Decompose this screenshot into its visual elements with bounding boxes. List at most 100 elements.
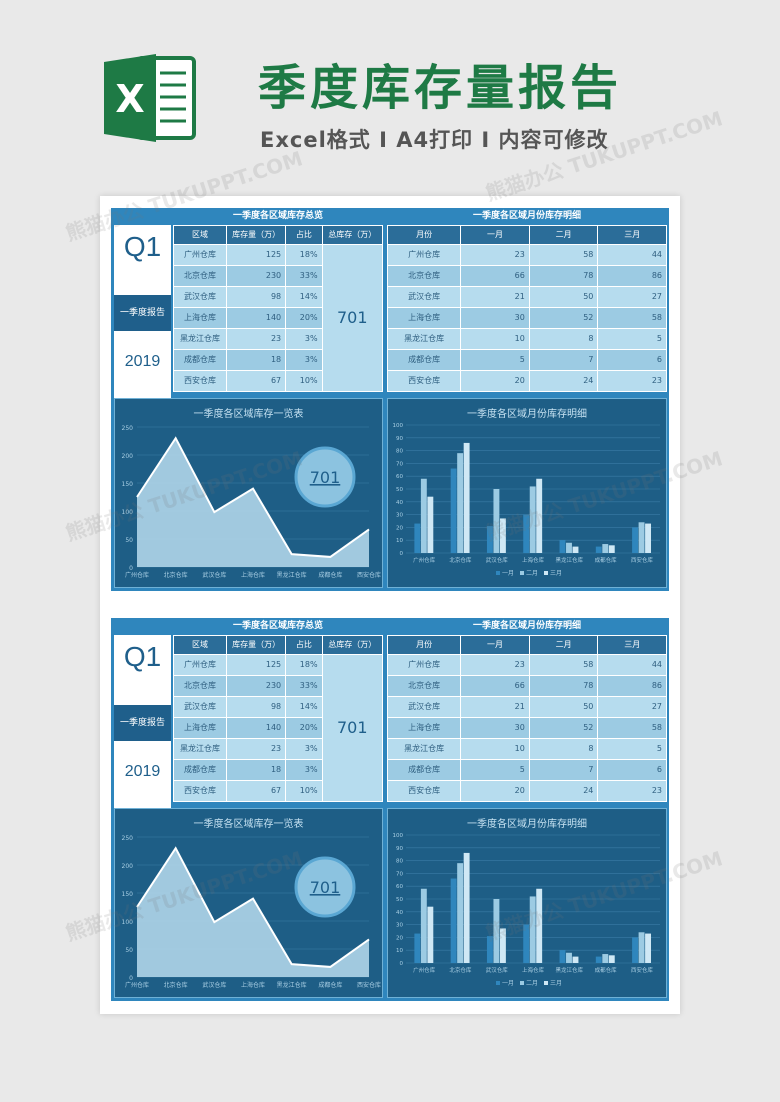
total-callout-value: 701 [310, 878, 341, 897]
region-cell: 北京仓库 [386, 265, 462, 287]
month-cell: 30 [460, 307, 530, 329]
y-tick-label: 20 [396, 525, 403, 531]
bar [457, 453, 464, 553]
y-tick-label: 50 [125, 537, 133, 544]
table-row: 广州仓库 125 18% 701 [172, 244, 384, 392]
month-cell: 58 [597, 307, 667, 329]
region-cell: 西安仓库 [172, 370, 228, 392]
column-header: 三月 [597, 635, 667, 655]
area-chart-svg: 0 50 100 150 200 250 广州仓库 北京仓库 武汉仓库 上海仓库 黑龙江仓库 成都仓库… [122, 835, 381, 989]
bar [523, 514, 530, 553]
stock-cell: 18 [226, 759, 287, 781]
y-tick-label: 0 [129, 565, 133, 572]
column-header: 三月 [597, 225, 667, 245]
table-row: 武汉仓库 21 50 27 [386, 286, 667, 308]
y-tick-label: 100 [393, 423, 404, 429]
table-row: 上海仓库 140 20% [172, 717, 383, 739]
stock-cell: 23 [226, 328, 287, 350]
month-cell: 6 [597, 349, 667, 371]
region-cell: 北京仓库 [386, 675, 462, 697]
page-title: 季度库存量报告 [258, 60, 623, 116]
x-tick-label: 黑龙江仓库 [556, 966, 584, 974]
quarter-box: Q1 一季度报告 2019 [114, 635, 171, 811]
bar [450, 468, 457, 553]
table-row: 武汉仓库 21 50 27 [386, 696, 667, 718]
region-cell: 武汉仓库 [172, 696, 228, 718]
table-row: 成都仓库 5 7 6 [386, 349, 667, 371]
bar [457, 863, 464, 963]
quarter-band: 一季度报告 [114, 705, 171, 741]
month-cell: 44 [597, 244, 667, 266]
bar [499, 928, 506, 963]
y-tick-label: 10 [396, 948, 403, 954]
bar [420, 478, 427, 553]
region-cell: 西安仓库 [386, 780, 462, 802]
bar [572, 546, 579, 553]
total-callout-value: 701 [310, 468, 341, 487]
report-sheet: Q1 一季度报告 2019 一季度各区域库存总览 一季度各区域月份库存明细 区域 库存量（万… [100, 196, 680, 1014]
legend-label: 二月 [526, 570, 538, 577]
bar-chart: 一季度各区域月份库存明细 0 10 20 30 40 50 60 70 80 90 100 广州仓库 北京… [387, 398, 667, 588]
month-cell: 52 [528, 717, 599, 739]
region-cell: 西安仓库 [386, 370, 462, 392]
month-cell: 24 [528, 780, 599, 802]
y-tick-label: 100 [122, 509, 134, 516]
bar [450, 878, 457, 963]
legend-swatch [520, 981, 524, 985]
column-header: 总库存（万） [321, 635, 384, 655]
stock-cell: 18 [226, 349, 287, 371]
legend-swatch [520, 571, 524, 575]
month-cell: 20 [460, 370, 530, 392]
table-row: 黑龙江仓库 23 3% [172, 328, 383, 350]
area-fill [137, 848, 369, 977]
y-tick-label: 50 [396, 897, 403, 903]
region-cell: 北京仓库 [172, 265, 228, 287]
column-header: 区域 [172, 635, 228, 655]
table-row: 广州仓库 23 58 44 [386, 244, 667, 266]
month-cell: 5 [597, 738, 667, 760]
month-cell: 8 [528, 738, 599, 760]
chart-title: 一季度各区域库存一览表 [193, 819, 304, 830]
summary-table: 区域 库存量（万） 占比 总库存（万） 广州仓库 125 18% 701 北京仓库 230 33% 武… [172, 225, 384, 392]
y-tick-label: 0 [400, 551, 404, 557]
bar [572, 956, 579, 963]
y-tick-label: 10 [396, 538, 403, 544]
column-header: 总库存（万） [321, 225, 384, 245]
month-cell: 58 [528, 244, 599, 266]
month-cell: 5 [460, 349, 530, 371]
month-cell: 78 [528, 675, 599, 697]
column-header: 区域 [172, 225, 228, 245]
x-tick-label: 成都仓库 [318, 571, 342, 579]
stock-cell: 125 [226, 654, 287, 676]
y-tick-label: 250 [122, 835, 134, 842]
table-row: 北京仓库 230 33% [172, 675, 383, 697]
ratio-cell: 3% [285, 349, 323, 371]
stock-cell: 67 [226, 370, 287, 392]
y-tick-label: 150 [122, 481, 134, 488]
x-tick-label: 上海仓库 [241, 981, 265, 989]
bar [632, 937, 639, 963]
month-cell: 10 [460, 328, 530, 350]
legend-label: 一月 [502, 570, 514, 577]
bar [559, 540, 566, 553]
month-cell: 20 [460, 780, 530, 802]
quarter-label: Q1 [123, 641, 162, 672]
y-tick-label: 100 [393, 833, 404, 839]
x-tick-label: 武汉仓库 [202, 981, 226, 989]
logo-letter: X [115, 77, 144, 121]
bar [566, 952, 572, 963]
y-tick-label: 50 [125, 947, 133, 954]
legend-swatch [544, 571, 548, 575]
y-tick-label: 100 [122, 919, 134, 926]
bar [638, 932, 645, 963]
ratio-cell: 14% [285, 286, 323, 308]
total-callout [294, 446, 356, 508]
quarter-year: 2019 [124, 353, 161, 370]
bar [566, 542, 572, 553]
table-header-row: 区域 库存量（万） 占比 总库存（万） [172, 225, 384, 245]
y-tick-label: 40 [396, 500, 403, 506]
column-header: 二月 [528, 225, 599, 245]
bar [595, 956, 602, 963]
x-tick-label: 成都仓库 [595, 966, 618, 974]
month-cell: 23 [597, 370, 667, 392]
